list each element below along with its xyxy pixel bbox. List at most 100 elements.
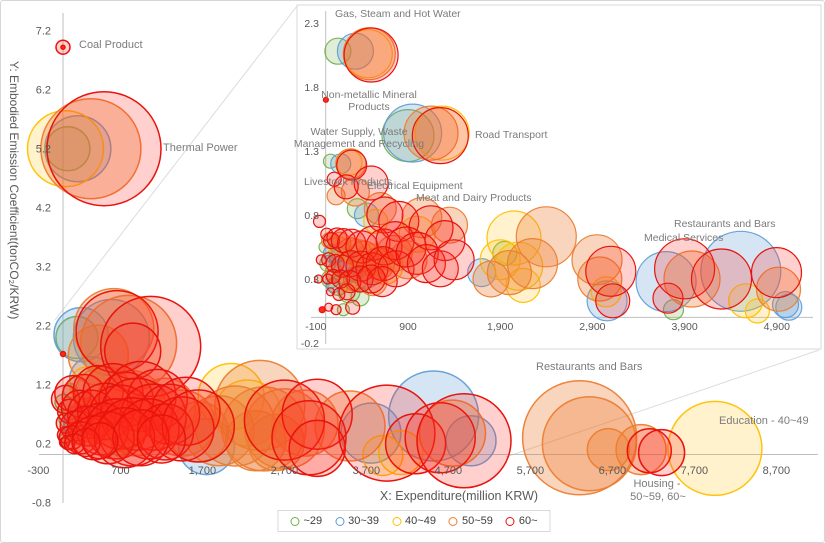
label-non-metallic-mineral: Non-metallic Mineral xyxy=(321,89,417,101)
bubble-40-49 xyxy=(667,400,763,497)
bubble-60 xyxy=(60,44,66,50)
bubble-29 xyxy=(45,125,91,172)
bubble-30-39 xyxy=(586,280,628,322)
bubble-50-59 xyxy=(363,192,397,226)
bubble-60 xyxy=(75,289,159,374)
bubble-60 xyxy=(353,165,389,201)
bubble-40-49 xyxy=(486,210,542,266)
bubble-60 xyxy=(421,250,459,288)
legend-marker-icon xyxy=(505,516,515,526)
bubble-60 xyxy=(336,149,368,181)
legend-item-label: ~29 xyxy=(303,515,323,527)
bubble-60 xyxy=(81,422,119,460)
bubble-60 xyxy=(136,414,187,464)
bubble-50-59 xyxy=(194,385,276,467)
x-tick-label: 5,700 xyxy=(517,465,545,477)
bubble-60 xyxy=(337,228,367,258)
legend-item-label: 40~49 xyxy=(405,515,436,527)
x-tick-label: 2,900 xyxy=(579,321,605,333)
bubble-30-39 xyxy=(330,153,352,175)
label-electrical-equipment: Electrical Equipment xyxy=(367,180,463,192)
bubble-60 xyxy=(281,378,353,450)
label-thermal-power: Thermal Power xyxy=(163,142,238,154)
bubble-60 xyxy=(46,90,162,207)
label-gas-steam-and-hot-water: Gas, Steam and Hot Water xyxy=(335,8,461,20)
y-tick-label: -0.2 xyxy=(301,338,319,350)
bubble-60 xyxy=(312,214,327,228)
label-livestock-products: Livestock Products xyxy=(304,176,392,188)
legend-item-30-39[interactable]: 30~39 xyxy=(335,515,379,527)
x-tick-label: 3,700 xyxy=(353,465,381,477)
label-coal-product: Coal Product xyxy=(79,39,143,51)
y-tick-label: 6.2 xyxy=(36,85,51,97)
legend-item-40-49[interactable]: 40~49 xyxy=(392,515,436,527)
x-tick-label: 6,700 xyxy=(599,465,627,477)
bubble-50-59 xyxy=(755,266,802,312)
legend-item-label: 50~59 xyxy=(461,515,493,527)
x-tick-label: 1,900 xyxy=(487,321,513,333)
x-axis-title: X: Expenditure(million KRW) xyxy=(379,489,539,503)
bubble-60 xyxy=(637,428,686,477)
label-meat-and-dairy-products: Meat and Dairy Products xyxy=(416,192,532,204)
bubble-60 xyxy=(750,247,803,299)
bubble-40-49 xyxy=(479,239,521,281)
bubble-60 xyxy=(99,295,202,398)
bubble-60 xyxy=(345,299,361,315)
y-tick-label: 0.3 xyxy=(304,274,319,286)
legend-marker-icon xyxy=(448,516,458,526)
inset-chart: -100 900 1,900 2,900 3,900 4,900 2.3 1.8 1.3 0.8 0… xyxy=(294,4,822,350)
x-tick-label: 4,700 xyxy=(435,465,463,477)
y-tick-label: 1.2 xyxy=(36,380,51,392)
bubble-60 xyxy=(330,254,355,278)
label-water-supply-waste: Water Supply, Waste xyxy=(310,126,407,138)
y-tick-label: 3.2 xyxy=(36,262,51,274)
legend-item-label: 30~39 xyxy=(348,515,380,527)
legend-marker-icon xyxy=(290,516,300,526)
y-axis-title: Y: Embodied Emission Coefficient(tonCO₂/… xyxy=(7,61,21,320)
x-tick-label: 4,900 xyxy=(764,321,790,333)
y-tick-label: -0.8 xyxy=(32,498,51,510)
bubble-60 xyxy=(288,419,346,478)
label-education-40-49: Education - 40~49 xyxy=(719,415,809,427)
bubble-50-59 xyxy=(541,395,638,492)
bubble-60 xyxy=(322,96,329,103)
bubble-30-39 xyxy=(635,251,697,313)
x-tick-label: -100 xyxy=(305,321,326,333)
bubble-60 xyxy=(330,304,342,316)
legend: ~29 30~39 40~49 50~59 60~ xyxy=(277,510,551,532)
label-medical-services: Medical Services xyxy=(644,232,723,244)
bubble-60 xyxy=(690,248,753,310)
y-tick-label: 7.2 xyxy=(36,26,51,38)
bubble-60 xyxy=(112,409,170,467)
label-50-59-60: 50~59, 60~ xyxy=(630,491,686,503)
y-tick-label: 5.2 xyxy=(36,144,51,156)
x-tick-label: 7,700 xyxy=(681,465,709,477)
bubble-50-59 xyxy=(571,234,623,286)
legend-item-60[interactable]: 60~ xyxy=(505,515,538,527)
bubble-60 xyxy=(346,265,374,293)
legend-item-50-59[interactable]: 50~59 xyxy=(448,515,493,527)
legend-marker-icon xyxy=(392,516,402,526)
bubble-50-59 xyxy=(326,186,346,206)
bubble-60 xyxy=(395,231,439,275)
bubble-60 xyxy=(366,266,398,298)
y-tick-label: 1.8 xyxy=(304,82,319,94)
bubble-50-59 xyxy=(40,97,142,200)
bubble-40-49 xyxy=(414,105,470,161)
bubble-40-49 xyxy=(26,109,105,188)
inset-callout-line xyxy=(54,5,298,321)
inset-background xyxy=(296,4,822,350)
bubble-60 xyxy=(433,239,475,281)
x-tick-label: 700 xyxy=(111,465,129,477)
bubble-60 xyxy=(161,389,236,463)
label-housing: Housing - xyxy=(633,478,680,490)
label-products: Products xyxy=(348,101,389,113)
legend-item-29[interactable]: ~29 xyxy=(290,515,322,527)
bubble-60 xyxy=(595,283,631,319)
bubble-60 xyxy=(59,350,67,358)
bubble-60 xyxy=(149,396,215,462)
bubble-60 xyxy=(585,245,637,297)
y-tick-label: 2.3 xyxy=(304,18,319,30)
